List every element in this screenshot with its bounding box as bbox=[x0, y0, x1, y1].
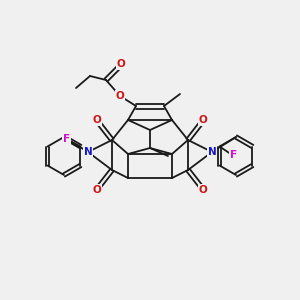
Text: O: O bbox=[199, 115, 207, 125]
Text: O: O bbox=[93, 185, 101, 195]
Text: O: O bbox=[117, 59, 125, 69]
Text: O: O bbox=[199, 185, 207, 195]
Text: F: F bbox=[230, 151, 237, 160]
Text: O: O bbox=[116, 91, 124, 101]
Text: F: F bbox=[63, 134, 70, 145]
Text: N: N bbox=[208, 147, 216, 157]
Text: N: N bbox=[84, 147, 92, 157]
Text: O: O bbox=[93, 115, 101, 125]
